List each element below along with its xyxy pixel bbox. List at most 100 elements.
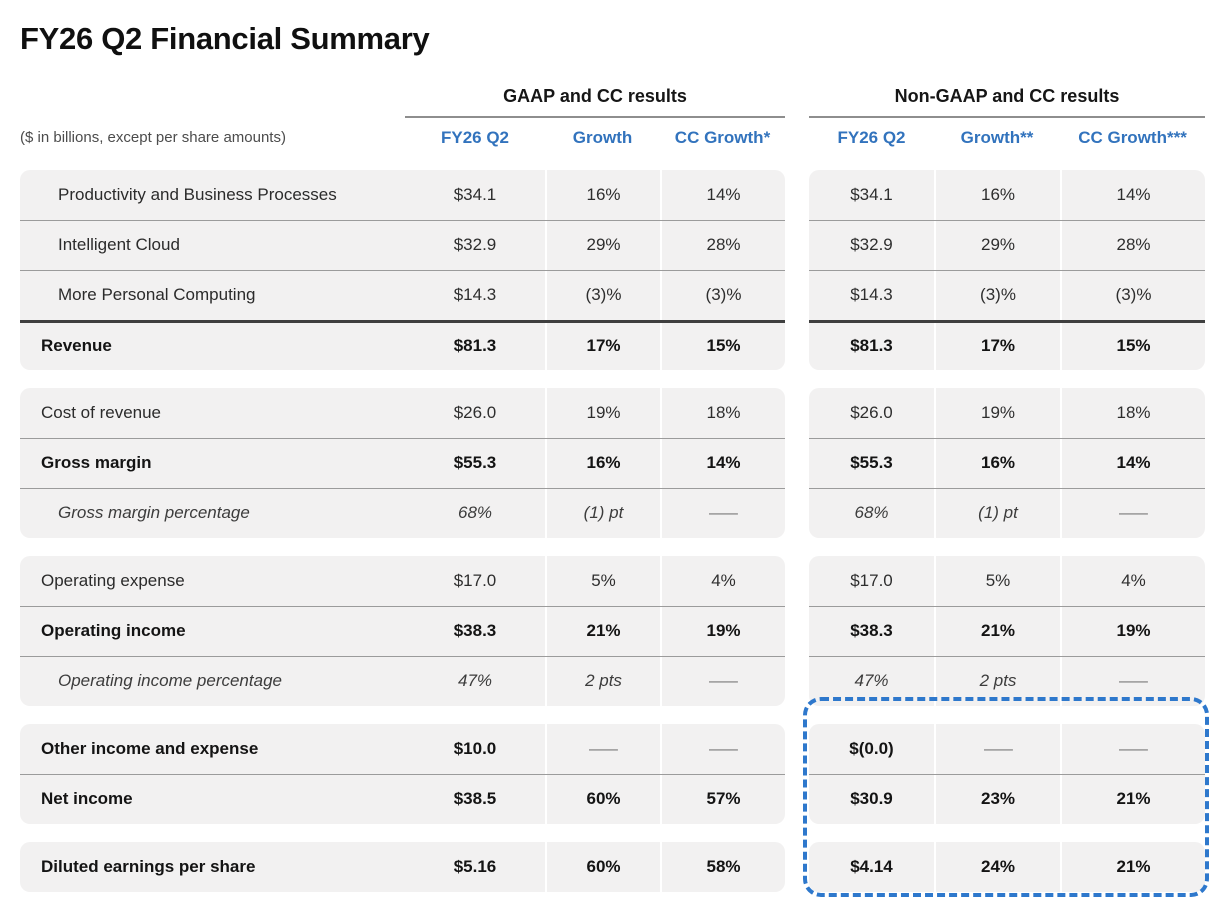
cell-gaap-cc-growth: 14%	[660, 438, 785, 488]
cell-ng-fy26q2: $55.3	[850, 453, 893, 472]
cell-ng-cc-growth: 14%	[1060, 438, 1205, 488]
row-label: Operating income percentage	[58, 671, 282, 690]
section-diluted-eps: Diluted earnings per share $5.16 60% 58%…	[20, 841, 1205, 892]
non-gaap-panel: $34.1 16% 14% $32.9 29% 28% $14.3 (3)% (…	[809, 169, 1205, 370]
row-intelligent-cloud: Intelligent Cloud $32.9 29% 28%	[20, 219, 785, 270]
cell-ng-cc-growth: —	[1060, 656, 1205, 706]
row-other-income-and-expense-nongaap: $(0.0) — —	[809, 723, 1205, 774]
cell-gaap-growth: 60%	[545, 841, 660, 892]
col-header-ng-growth: Growth**	[960, 127, 1034, 147]
cell-gaap-fy26q2: $34.1	[453, 184, 497, 204]
cell-gaap-cc-growth: 14%	[660, 169, 785, 220]
cell-gaap-fy26q2: $17.0	[453, 570, 497, 590]
column-header-row: ($ in billions, except per share amounts…	[20, 118, 1205, 158]
cell-gaap-growth: 60%	[545, 774, 660, 824]
row-label: Intelligent Cloud	[58, 235, 180, 254]
cell-ng-fy26q2: $(0.0)	[849, 738, 894, 758]
cell-ng-fy26q2: $14.3	[850, 285, 893, 304]
slide: FY26 Q2 Financial Summary GAAP and CC re…	[20, 21, 1209, 897]
em-dash: —	[589, 738, 618, 758]
section-net-income: Other income and expense $10.0 — — Net i…	[20, 723, 1205, 824]
cell-gaap-cc-growth: —	[660, 723, 785, 774]
gaap-panel: Other income and expense $10.0 — — Net i…	[20, 723, 785, 824]
section-operating-income: Operating expense $17.0 5% 4% Operating …	[20, 555, 1205, 706]
row-label: Diluted earnings per share	[41, 856, 256, 876]
row-label: Revenue	[41, 336, 112, 355]
cell-ng-cc-growth: 18%	[1060, 387, 1205, 438]
cell-gaap-growth: 17%	[545, 322, 660, 370]
cell-ng-cc-growth: 4%	[1060, 555, 1205, 606]
gaap-panel: Operating expense $17.0 5% 4% Operating …	[20, 555, 785, 706]
cell-ng-growth: 16%	[934, 169, 1060, 220]
cell-gaap-fy26q2: $38.5	[453, 789, 497, 808]
cell-gaap-fy26q2: $38.3	[453, 621, 497, 640]
cell-gaap-fy26q2: $10.0	[453, 738, 497, 758]
section-gross-margin: Cost of revenue $26.0 19% 18% Gross marg…	[20, 387, 1205, 538]
cell-gaap-growth: 5%	[545, 555, 660, 606]
cell-gaap-growth: (1) pt	[545, 488, 660, 538]
cell-gaap-cc-growth: 15%	[660, 322, 785, 370]
cell-ng-cc-growth: 21%	[1060, 774, 1205, 824]
non-gaap-panel: $26.0 19% 18% $55.3 16% 14% 68% (1) pt —	[809, 387, 1205, 538]
gaap-underline	[405, 116, 785, 118]
row-net-income: Net income $38.5 60% 57%	[20, 773, 785, 824]
cell-gaap-cc-growth: —	[660, 488, 785, 538]
gaap-panel: Cost of revenue $26.0 19% 18% Gross marg…	[20, 387, 785, 538]
col-header-gaap-cc-growth: CC Growth*	[674, 127, 771, 147]
cell-gaap-fy26q2: 47%	[457, 671, 493, 690]
row-label: Cost of revenue	[41, 402, 162, 422]
col-header-gaap-fy26q2: FY26 Q2	[440, 127, 510, 147]
row-label: Operating expense	[41, 570, 185, 590]
cell-gaap-cc-growth: —	[660, 656, 785, 706]
section-revenue: Productivity and Business Processes $34.…	[20, 169, 1205, 370]
row-diluted-eps-nongaap: $4.14 24% 21%	[809, 841, 1205, 892]
em-dash: —	[1119, 503, 1148, 522]
row-gross-margin: Gross margin $55.3 16% 14%	[20, 437, 785, 488]
cell-gaap-cc-growth: 28%	[660, 220, 785, 270]
cell-ng-growth: 23%	[934, 774, 1060, 824]
row-more-personal-computing-nongaap: $14.3 (3)% (3)%	[809, 269, 1205, 320]
row-cost-of-revenue-nongaap: $26.0 19% 18%	[809, 387, 1205, 438]
row-label: More Personal Computing	[58, 285, 256, 304]
row-intelligent-cloud-nongaap: $32.9 29% 28%	[809, 219, 1205, 270]
cell-gaap-fy26q2: $26.0	[453, 402, 497, 422]
cell-ng-growth: (1) pt	[934, 488, 1060, 538]
cell-gaap-growth: 2 pts	[545, 656, 660, 706]
row-revenue: Revenue $81.3 17% 15%	[20, 319, 785, 370]
cell-gaap-cc-growth: 58%	[660, 841, 785, 892]
bottom-section: Other income and expense $10.0 — — Net i…	[20, 696, 1209, 897]
cell-ng-growth: 16%	[934, 438, 1060, 488]
cell-gaap-fy26q2: 68%	[457, 503, 493, 522]
cell-gaap-fy26q2: $5.16	[453, 856, 497, 876]
non-gaap-underline	[809, 116, 1205, 118]
cell-ng-growth: 19%	[934, 387, 1060, 438]
table-note: ($ in billions, except per share amounts…	[20, 129, 286, 146]
cell-gaap-cc-growth: 19%	[660, 606, 785, 656]
cell-ng-cc-growth: —	[1060, 723, 1205, 774]
cell-ng-growth: 17%	[934, 322, 1060, 370]
cell-ng-cc-growth: 19%	[1060, 606, 1205, 656]
cell-gaap-growth: 21%	[545, 606, 660, 656]
cell-gaap-growth: 16%	[545, 438, 660, 488]
cell-ng-fy26q2: $30.9	[850, 789, 893, 808]
em-dash: —	[983, 738, 1013, 758]
em-dash: —	[1119, 738, 1148, 758]
row-label: Gross margin	[41, 453, 152, 472]
cell-gaap-growth: (3)%	[545, 270, 660, 320]
row-gross-margin-percentage-nongaap: 68% (1) pt —	[809, 487, 1205, 538]
cell-gaap-cc-growth: 18%	[660, 387, 785, 438]
row-label: Operating income	[41, 621, 186, 640]
row-operating-income: Operating income $38.3 21% 19%	[20, 605, 785, 656]
gaap-panel: Diluted earnings per share $5.16 60% 58%	[20, 841, 785, 892]
col-header-gaap-growth: Growth	[572, 127, 633, 147]
row-operating-expense-nongaap: $17.0 5% 4%	[809, 555, 1205, 606]
cell-ng-fy26q2: $4.14	[850, 856, 893, 876]
cell-ng-fy26q2: $38.3	[850, 621, 893, 640]
cell-ng-fy26q2: $17.0	[850, 570, 893, 590]
cell-gaap-growth: 29%	[545, 220, 660, 270]
group-header-gaap: GAAP and CC results	[503, 86, 687, 106]
row-operating-income-percentage: Operating income percentage 47% 2 pts —	[20, 655, 785, 706]
cell-ng-growth: 5%	[934, 555, 1060, 606]
row-label: Other income and expense	[41, 738, 259, 758]
gaap-panel: Productivity and Business Processes $34.…	[20, 169, 785, 370]
